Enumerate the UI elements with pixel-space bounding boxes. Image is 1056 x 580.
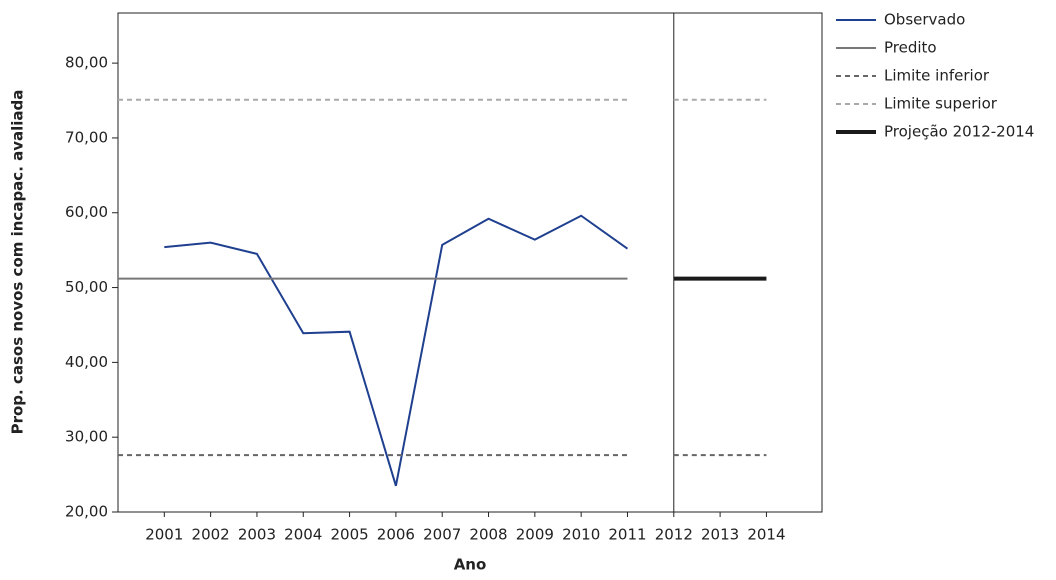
x-tick-label: 2014 <box>747 526 785 544</box>
x-tick-label: 2012 <box>655 526 693 544</box>
x-tick-label: 2007 <box>423 526 461 544</box>
x-tick-label: 2013 <box>701 526 739 544</box>
x-tick-label: 2006 <box>377 526 415 544</box>
x-tick-label: 2002 <box>192 526 230 544</box>
y-tick-label: 70,00 <box>65 128 108 146</box>
y-tick-label: 20,00 <box>65 503 108 521</box>
y-tick-label: 40,00 <box>65 353 108 371</box>
legend-label: Limite superior <box>884 95 998 113</box>
legend-label: Observado <box>884 11 965 29</box>
legend-label: Projeção 2012-2014 <box>884 123 1034 141</box>
x-tick-label: 2003 <box>238 526 276 544</box>
y-tick-label: 30,00 <box>65 428 108 446</box>
y-tick-label: 80,00 <box>65 54 108 72</box>
x-tick-label: 2009 <box>516 526 554 544</box>
y-tick-label: 50,00 <box>65 278 108 296</box>
y-axis-label: Prop. casos novos com incapac. avaliada <box>9 90 27 435</box>
x-tick-label: 2005 <box>330 526 368 544</box>
y-tick-label: 60,00 <box>65 203 108 221</box>
x-tick-label: 2010 <box>562 526 600 544</box>
legend-label: Predito <box>884 39 937 57</box>
legend-label: Limite inferior <box>884 67 990 85</box>
x-tick-label: 2001 <box>145 526 183 544</box>
series-line <box>164 214 629 487</box>
x-tick-label: 2011 <box>608 526 646 544</box>
plot-frame <box>117 12 823 513</box>
x-tick-label: 2004 <box>284 526 322 544</box>
x-tick-label: 2008 <box>469 526 507 544</box>
x-axis-label: Ano <box>454 556 487 574</box>
